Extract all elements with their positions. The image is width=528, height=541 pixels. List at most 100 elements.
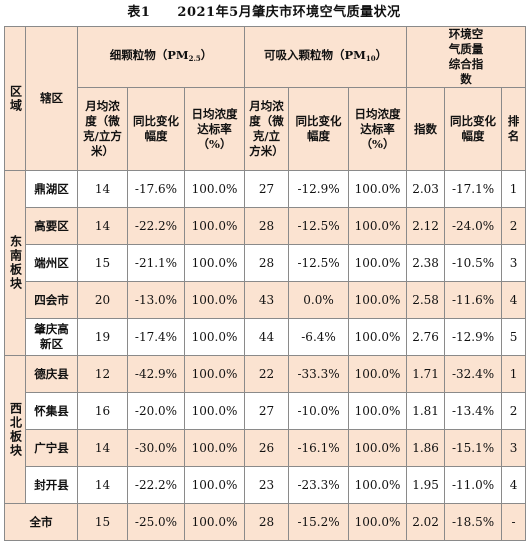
pm25-conc-cell: 12: [77, 355, 128, 393]
pm25-rate-header: 日均浓度达标率（%）: [183, 87, 246, 171]
pm10-rate-header: 日均浓度达标率（%）: [348, 87, 408, 171]
pm10-conc-cell: 23: [244, 466, 290, 504]
pm25-yoy-cell: -22.2%: [127, 207, 185, 245]
pm25-rate-cell: 100.0%: [183, 281, 246, 319]
pm25-conc-cell: 20: [77, 281, 128, 319]
index-yoy-cell: -11.0%: [444, 466, 503, 504]
index-cell: 1.71: [406, 355, 446, 393]
pm10-conc-cell: 28: [244, 244, 290, 282]
pm25-conc-cell: 14: [77, 207, 128, 245]
rank-cell: 2: [501, 207, 527, 245]
pm25-rate-cell: 100.0%: [183, 207, 246, 245]
pm25-rate-cell: 100.0%: [183, 466, 246, 504]
pm25-rate-cell: 100.0%: [183, 392, 246, 430]
pm25-conc-cell: 14: [77, 466, 128, 504]
pm10-yoy-cell: 0.0%: [288, 281, 350, 319]
rank-cell: 1: [501, 170, 527, 208]
index-yoy-cell: -17.1%: [444, 170, 503, 208]
index-cell: 2.02: [406, 503, 446, 541]
rank-cell: 5: [501, 318, 527, 356]
rank-header: 排名: [501, 87, 527, 171]
table-row-total: 全市 15 -25.0% 100.0% 28 -15.2% 100.0% 2.0…: [4, 503, 527, 541]
pm10-conc-cell: 44: [244, 318, 290, 356]
pm10-conc-cell: 22: [244, 355, 290, 393]
rank-cell: 1: [501, 355, 527, 393]
index-cell: 1.95: [406, 466, 446, 504]
table-row: 封开县 14 -22.2% 100.0% 23 -23.3% 100.0% 1.…: [4, 466, 527, 504]
pm10-rate-cell: 100.0%: [348, 207, 408, 245]
pm25-yoy-cell: -20.0%: [127, 392, 185, 430]
district-cell: 怀集县: [25, 392, 78, 430]
pm25-yoy-cell: -25.0%: [127, 503, 185, 541]
rank-cell: 3: [501, 244, 527, 282]
table-row: 端州区 15 -21.1% 100.0% 28 -12.5% 100.0% 2.…: [4, 244, 527, 282]
district-cell: 四会市: [25, 281, 78, 319]
region-cell: 西北板块: [4, 355, 26, 504]
pm25-conc-header: 月均浓度（微克/立方米）: [77, 87, 128, 171]
pm25-yoy-cell: -13.0%: [127, 281, 185, 319]
pm25-rate-cell: 100.0%: [183, 318, 246, 356]
table-title: 表1 2021年5月肇庆市环境空气质量状况: [127, 5, 401, 20]
rank-cell: 4: [501, 466, 527, 504]
pm10-rate-cell: 100.0%: [348, 318, 408, 356]
air-quality-table: 区域 辖区 细颗粒物（PM2.5） 可吸入颗粒物（PM10） 环境空气质量综合指…: [4, 26, 527, 541]
region-header: 区域: [4, 26, 26, 171]
index-cell: 1.81: [406, 392, 446, 430]
region-cell: 东南板块: [4, 170, 26, 356]
index-yoy-cell: -12.9%: [444, 318, 503, 356]
table-row: 肇庆高新区 19 -17.4% 100.0% 44 -6.4% 100.0% 2…: [4, 318, 527, 356]
pm10-conc-cell: 27: [244, 170, 290, 208]
table-row: 四会市 20 -13.0% 100.0% 43 0.0% 100.0% 2.58…: [4, 281, 527, 319]
pm10-conc-cell: 27: [244, 392, 290, 430]
index-yoy-cell: -15.1%: [444, 429, 503, 467]
pm25-yoy-header: 同比变化幅度: [127, 87, 185, 171]
index-cell: 2.58: [406, 281, 446, 319]
index-yoy-cell: -18.5%: [444, 503, 503, 541]
district-header: 辖区: [25, 26, 78, 171]
pm10-yoy-cell: -15.2%: [288, 503, 350, 541]
pm10-rate-cell: 100.0%: [348, 355, 408, 393]
pm10-yoy-cell: -12.5%: [288, 244, 350, 282]
rank-cell: 4: [501, 281, 527, 319]
pm25-rate-cell: 100.0%: [183, 355, 246, 393]
pm25-conc-cell: 14: [77, 170, 128, 208]
pm25-yoy-cell: -42.9%: [127, 355, 185, 393]
pm25-rate-cell: 100.0%: [183, 429, 246, 467]
pm25-yoy-cell: -17.6%: [127, 170, 185, 208]
index-yoy-cell: -24.0%: [444, 207, 503, 245]
district-cell: 封开县: [25, 466, 78, 504]
rank-cell: 2: [501, 392, 527, 430]
pm10-yoy-cell: -23.3%: [288, 466, 350, 504]
pm25-yoy-cell: -30.0%: [127, 429, 185, 467]
district-cell: 高要区: [25, 207, 78, 245]
rank-cell: 3: [501, 429, 527, 467]
index-header: 指数: [406, 87, 446, 171]
district-cell: 德庆县: [25, 355, 78, 393]
pm10-rate-cell: 100.0%: [348, 170, 408, 208]
pm10-yoy-cell: -33.3%: [288, 355, 350, 393]
pm10-rate-cell: 100.0%: [348, 244, 408, 282]
pm10-rate-cell: 100.0%: [348, 392, 408, 430]
district-cell: 端州区: [25, 244, 78, 282]
index-yoy-cell: -13.4%: [444, 392, 503, 430]
table-row: 广宁县 14 -30.0% 100.0% 26 -16.1% 100.0% 1.…: [4, 429, 527, 467]
pm10-yoy-header: 同比变化幅度: [288, 87, 350, 171]
pm25-yoy-cell: -21.1%: [127, 244, 185, 282]
index-cell: 2.76: [406, 318, 446, 356]
pm25-yoy-cell: -17.4%: [127, 318, 185, 356]
district-cell: 鼎湖区: [25, 170, 78, 208]
pm10-rate-cell: 100.0%: [348, 429, 408, 467]
pm10-yoy-cell: -6.4%: [288, 318, 350, 356]
pm10-conc-cell: 28: [244, 207, 290, 245]
index-yoy-header: 同比变化幅度: [444, 87, 503, 171]
pm10-yoy-cell: -10.0%: [288, 392, 350, 430]
pm10-rate-cell: 100.0%: [348, 466, 408, 504]
pm10-rate-cell: 100.0%: [348, 281, 408, 319]
index-cell: 2.03: [406, 170, 446, 208]
pm25-yoy-cell: -22.2%: [127, 466, 185, 504]
pm10-conc-cell: 28: [244, 503, 290, 541]
pm25-conc-cell: 16: [77, 392, 128, 430]
pm25-conc-cell: 14: [77, 429, 128, 467]
pm25-conc-cell: 15: [77, 244, 128, 282]
table-row: 怀集县 16 -20.0% 100.0% 27 -10.0% 100.0% 1.…: [4, 392, 527, 430]
